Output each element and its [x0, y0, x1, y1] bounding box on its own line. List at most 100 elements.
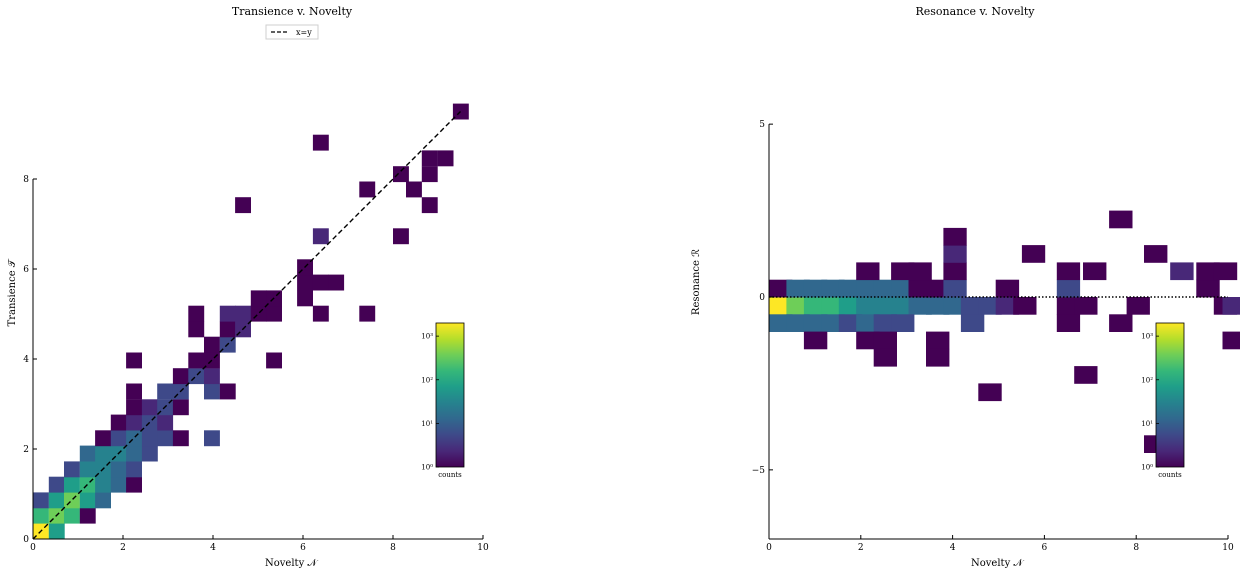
heatmap-cell	[856, 314, 880, 332]
y-tick-label: 5	[759, 120, 765, 130]
heatmap-cell	[1074, 297, 1098, 315]
heatmap-cell	[219, 321, 236, 338]
heatmap-cell	[95, 476, 111, 493]
heatmap-cell	[1126, 297, 1150, 315]
colorbar-tick-label: 10²	[421, 376, 433, 384]
left-colorbar: 10⁰ 10¹ 10² 10³ counts	[421, 322, 465, 479]
left-x-axis-label: Novelty 𝒩	[265, 558, 318, 569]
heatmap-cell	[908, 279, 932, 298]
heatmap-cell	[157, 430, 174, 447]
colorbar-tick-label: 10³	[421, 333, 433, 341]
heatmap-cell	[297, 274, 313, 291]
y-tick-label: 6	[23, 265, 29, 275]
heatmap-cell	[204, 336, 220, 353]
heatmap-cell	[393, 228, 409, 245]
heatmap-cell	[873, 348, 897, 367]
heatmap-cell	[1083, 262, 1107, 281]
legend-label: x=y	[296, 28, 312, 37]
heatmap-cell	[421, 197, 438, 214]
heatmap-cell	[943, 297, 967, 315]
heatmap-cell	[188, 305, 205, 322]
heatmap-cell	[1056, 279, 1081, 298]
heatmap-cell	[79, 476, 96, 493]
heatmap-cell	[141, 399, 158, 416]
heatmap-cell	[908, 262, 932, 281]
right-axes: 0 2 4 6 8 10 −5 0 5	[752, 120, 1234, 553]
heatmap-cell	[79, 492, 96, 509]
heatmap-cell	[943, 227, 967, 246]
heatmap-cell	[266, 352, 282, 369]
heatmap-cell	[1074, 366, 1098, 384]
heatmap-cell	[219, 305, 236, 322]
resonance-novelty-panel: Resonance v. Novelty 0 2 4 6 8 10 −5 0 5 Novelty…	[691, 5, 1240, 569]
x-tick-label: 6	[1042, 543, 1048, 553]
heatmap-cell	[328, 274, 345, 291]
x-tick-label: 8	[1133, 543, 1139, 553]
heatmap-cell	[126, 476, 142, 493]
x-tick-label: 10	[1222, 543, 1234, 553]
left-heatmap-cells	[33, 103, 469, 540]
left-axes: 0 2 4 6 8 10 0 2 4 6 8	[23, 111, 489, 553]
heatmap-cell	[126, 399, 142, 416]
colorbar-label: counts	[438, 471, 462, 479]
heatmap-cell	[126, 414, 142, 431]
heatmap-cell	[64, 461, 80, 478]
heatmap-cell	[1021, 245, 1046, 263]
heatmap-cell	[110, 414, 127, 431]
heatmap-cell	[172, 368, 189, 385]
heatmap-cell	[110, 461, 127, 478]
heatmap-cell	[95, 445, 111, 462]
x-tick-label: 6	[300, 543, 306, 553]
heatmap-cell	[312, 305, 329, 322]
colorbar-tick-label: 10¹	[1141, 420, 1153, 428]
colorbar-gradient	[1155, 322, 1185, 468]
heatmap-cell	[856, 279, 880, 298]
heatmap-cell	[393, 166, 409, 183]
y-tick-label: 0	[759, 293, 765, 303]
heatmap-cell	[856, 297, 880, 315]
heatmap-cell	[250, 290, 267, 307]
colorbar-tick-label: 10⁰	[1141, 464, 1153, 472]
heatmap-cell	[126, 383, 142, 400]
heatmap-cell	[33, 507, 49, 524]
colorbar-tick-label: 10²	[1141, 376, 1153, 384]
colorbar-tick-label: 10⁰	[421, 464, 433, 472]
heatmap-cell	[204, 430, 220, 447]
heatmap-cell	[157, 383, 174, 400]
heatmap-cell	[79, 445, 96, 462]
legend-box	[265, 24, 319, 40]
x-tick-label: 10	[477, 543, 489, 553]
colorbar-label: counts	[1158, 471, 1182, 479]
x-tick-label: 4	[210, 543, 216, 553]
x-tick-label: 2	[858, 543, 864, 553]
x-tick-label: 0	[30, 543, 36, 553]
heatmap-cell	[48, 523, 65, 540]
y-tick-label: 0	[23, 535, 29, 545]
heatmap-cell	[406, 181, 422, 198]
identity-reference-line	[32, 111, 461, 540]
heatmap-cell	[126, 461, 142, 478]
heatmap-cell	[995, 279, 1020, 298]
y-tick-label: −5	[752, 466, 766, 476]
heatmap-cell	[64, 492, 80, 509]
heatmap-cell	[79, 507, 96, 524]
left-chart-title: Transience v. Novelty	[232, 5, 353, 18]
x-tick-label: 2	[120, 543, 126, 553]
heatmap-cell	[312, 134, 329, 151]
heatmap-cell	[126, 352, 142, 369]
heatmap-cell	[126, 445, 142, 462]
heatmap-cell	[219, 383, 236, 400]
heatmap-cell	[943, 262, 967, 281]
right-y-axis-label: Resonance ℛ	[691, 249, 702, 315]
heatmap-cell	[235, 197, 251, 214]
heatmap-cell	[1222, 331, 1240, 350]
heatmap-cell	[1213, 262, 1238, 281]
right-x-axis-label: Novelty 𝒩	[971, 558, 1024, 569]
heatmap-cell	[157, 414, 174, 431]
heatmap-cell	[1056, 262, 1081, 281]
heatmap-cell	[803, 331, 828, 350]
heatmap-cell	[172, 430, 189, 447]
heatmap-cell	[312, 228, 329, 245]
heatmap-cell	[359, 305, 376, 322]
right-heatmap-cells	[769, 210, 1240, 453]
